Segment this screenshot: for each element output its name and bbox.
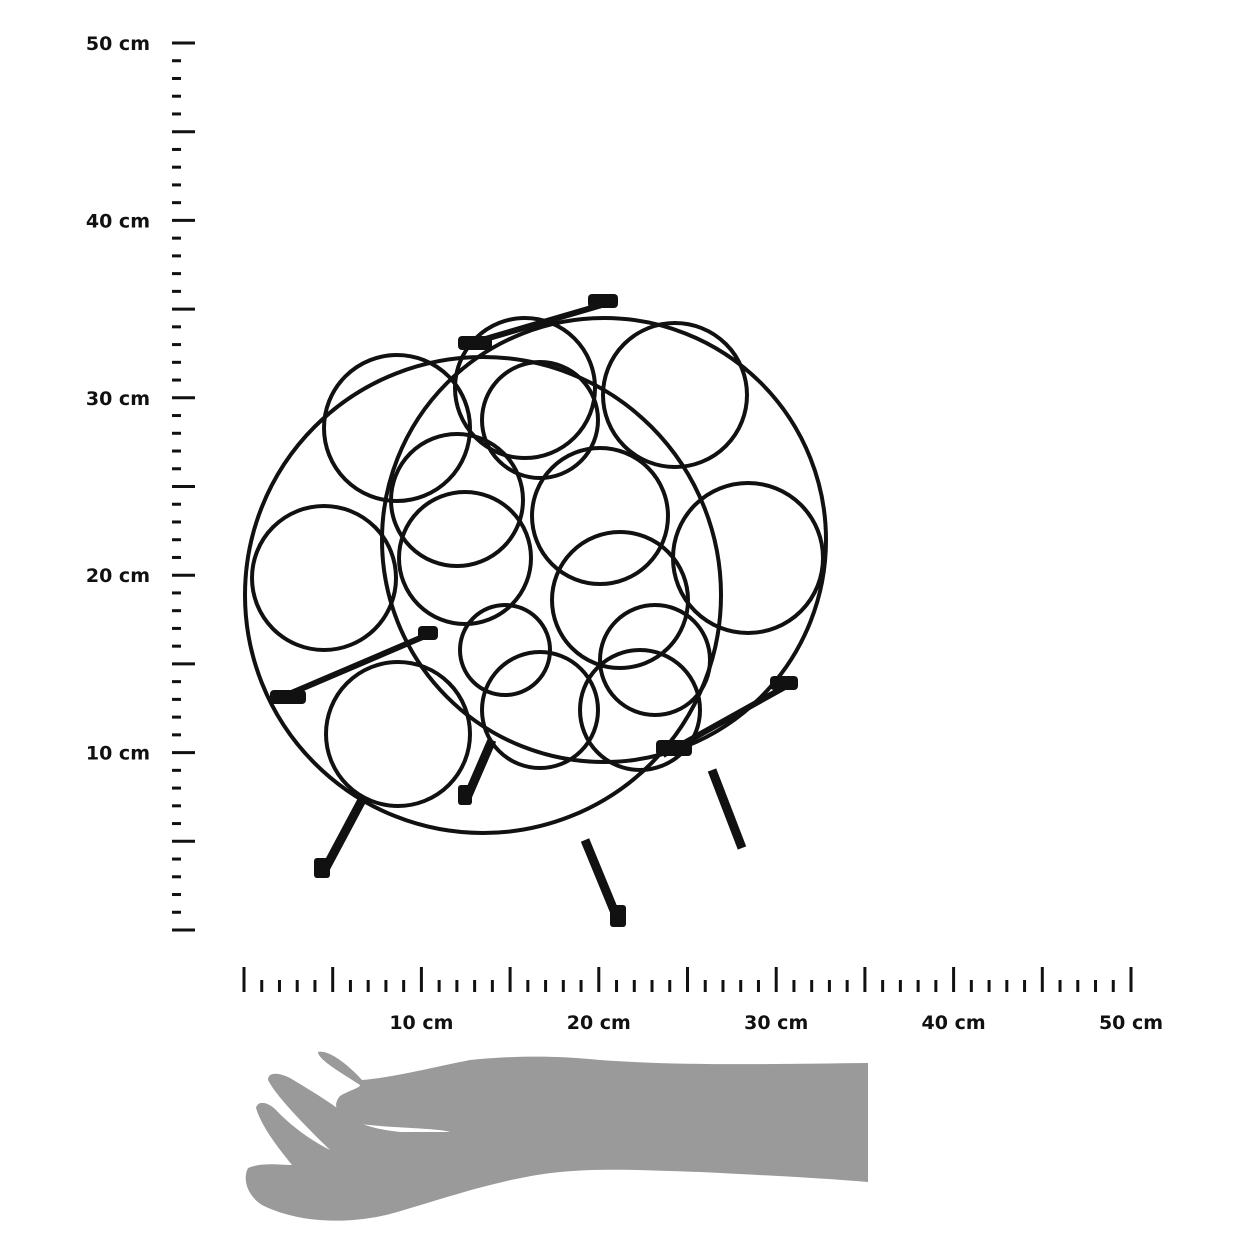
bar-end-caps [270,294,798,927]
horizontal-ruler: 10 cm 20 cm 30 cm 40 cm 50 cm [242,967,1163,1034]
ruler-label: 20 cm [86,565,150,587]
wine-rack [243,294,828,927]
ruler-label: 10 cm [389,1012,453,1034]
ruler-label: 10 cm [86,743,150,765]
hand-silhouette [245,1051,868,1221]
ruler-label: 40 cm [922,1012,986,1034]
ruler-label: 50 cm [1099,1012,1163,1034]
ruler-label: 40 cm [86,210,150,232]
vertical-ruler: 10 cm 20 cm 30 cm 40 cm 50 cm [86,33,195,932]
bottle-rings [250,316,825,808]
back-frame-ring [380,316,828,764]
ruler-label: 20 cm [567,1012,631,1034]
front-frame-ring [243,355,723,835]
ruler-label: 50 cm [86,33,150,55]
ruler-label: 30 cm [86,388,150,410]
ruler-label: 30 cm [744,1012,808,1034]
